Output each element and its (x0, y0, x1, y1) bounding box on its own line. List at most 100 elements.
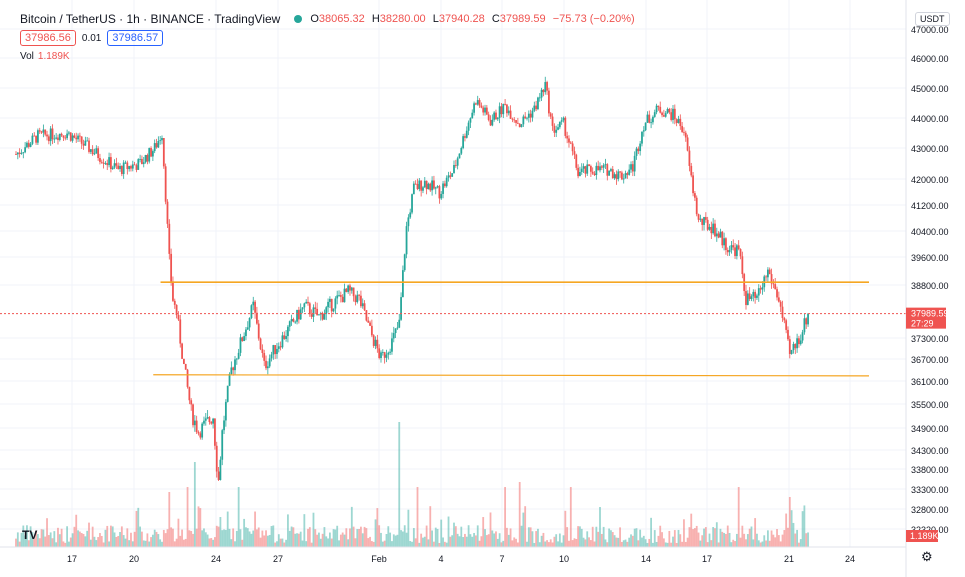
volume-bar (37, 534, 39, 547)
volume-bar (650, 517, 652, 547)
candle-body (219, 459, 222, 480)
candle-body (431, 180, 433, 191)
candle-body (257, 323, 260, 339)
candle-body (170, 253, 173, 282)
volume-bar (688, 527, 691, 547)
candle-body (626, 173, 629, 175)
candle-body (699, 218, 702, 220)
volume-bar (776, 529, 778, 547)
volume-bar (223, 529, 225, 547)
candle-body (781, 306, 784, 319)
candle-body (655, 105, 658, 113)
volume-bar (47, 535, 50, 547)
candle-body (451, 173, 454, 177)
volume-bar (33, 538, 36, 547)
volume-bar (199, 508, 202, 547)
sell-button[interactable]: 37986.56 (20, 30, 76, 46)
candle-body (690, 165, 693, 176)
volume-bar (394, 535, 397, 547)
volume-bar (633, 528, 636, 547)
time-axis[interactable]: 17 20 24 27 Feb 4 7 10 14 17 21 24 (67, 554, 855, 564)
volume-bar (690, 513, 693, 547)
volume-bar (66, 526, 68, 547)
volume-bar (752, 539, 755, 547)
price-tick-label: 44000.00 (911, 114, 949, 124)
price-tick-label: 46000.00 (911, 54, 949, 64)
volume-bar (619, 527, 621, 547)
volume-bar (485, 535, 488, 547)
candle-body (593, 173, 596, 176)
candle-body (288, 321, 291, 327)
candle-body (188, 386, 191, 401)
price-axis[interactable]: 47000.00 46000.00 45000.00 44000.00 43000.00… (911, 25, 949, 535)
candle-body (201, 423, 204, 438)
volume-bar (115, 536, 118, 547)
low-value: 37940.28 (438, 13, 485, 25)
candle-body (329, 298, 331, 302)
candle-body (611, 169, 614, 179)
volume-bar (754, 518, 757, 547)
time-tick-label: 4 (438, 554, 443, 564)
candle-body (568, 138, 570, 143)
volume-bar (120, 526, 123, 547)
volume-bar (16, 532, 19, 547)
candle-body (796, 338, 798, 349)
volume-bar (217, 526, 220, 547)
candle-body (739, 249, 742, 257)
buy-button[interactable]: 37986.57 (107, 30, 164, 46)
volume-bar (354, 538, 357, 547)
volume-bar (807, 532, 809, 547)
candle-body (241, 337, 244, 342)
volume-bar (184, 538, 187, 547)
candle-body (527, 113, 530, 118)
candle-body (31, 135, 34, 144)
volume-bar (648, 538, 651, 547)
candle-body (381, 352, 384, 353)
candle-body (469, 118, 472, 123)
candle-body (276, 348, 278, 355)
volume-bar (739, 537, 742, 547)
volume-bar (57, 527, 59, 547)
volume-bar (462, 537, 465, 547)
candle-body (480, 105, 483, 108)
horizontal-levels[interactable] (153, 281, 870, 377)
volume-bar (68, 541, 70, 547)
candle-body (571, 143, 574, 152)
volume-bar (522, 512, 525, 547)
volume-bar (296, 533, 298, 547)
volume-bar (352, 526, 355, 547)
volume-bar (164, 533, 167, 547)
candle-body (214, 418, 216, 446)
candle-body (69, 132, 72, 141)
volume-bar (239, 529, 242, 547)
candle-body (788, 339, 791, 354)
volume-bar (621, 541, 623, 547)
support-level-line[interactable] (153, 374, 870, 377)
volume-bar (653, 530, 656, 547)
volume-bar (746, 534, 749, 547)
price-tick-label: 42000.00 (911, 175, 949, 185)
candle-body (754, 291, 757, 298)
spread-value: 0.01 (81, 32, 102, 44)
volume-bar (799, 539, 802, 547)
symbol-title[interactable]: Bitcoin / TetherUS · 1h · BINANCE · Trad… (20, 12, 281, 26)
candle-body (86, 140, 89, 142)
volume-bar (86, 530, 89, 547)
candle-body (584, 166, 587, 174)
volume-bar (715, 522, 718, 547)
volume-bar (526, 541, 528, 547)
candle-body (604, 164, 607, 166)
volume-bar (440, 519, 443, 547)
volume-bar (130, 532, 132, 547)
gear-icon[interactable]: ⚙ (921, 549, 933, 564)
currency-badge[interactable]: USDT (915, 12, 950, 26)
volume-bar (553, 536, 556, 547)
candle-body (535, 105, 538, 110)
volume-bar (582, 537, 585, 547)
price-tick-label: 34900.00 (911, 424, 949, 434)
candle-body (582, 166, 585, 169)
volume-bar (454, 526, 457, 547)
volume-bar (389, 532, 392, 547)
candle-body (119, 166, 121, 169)
